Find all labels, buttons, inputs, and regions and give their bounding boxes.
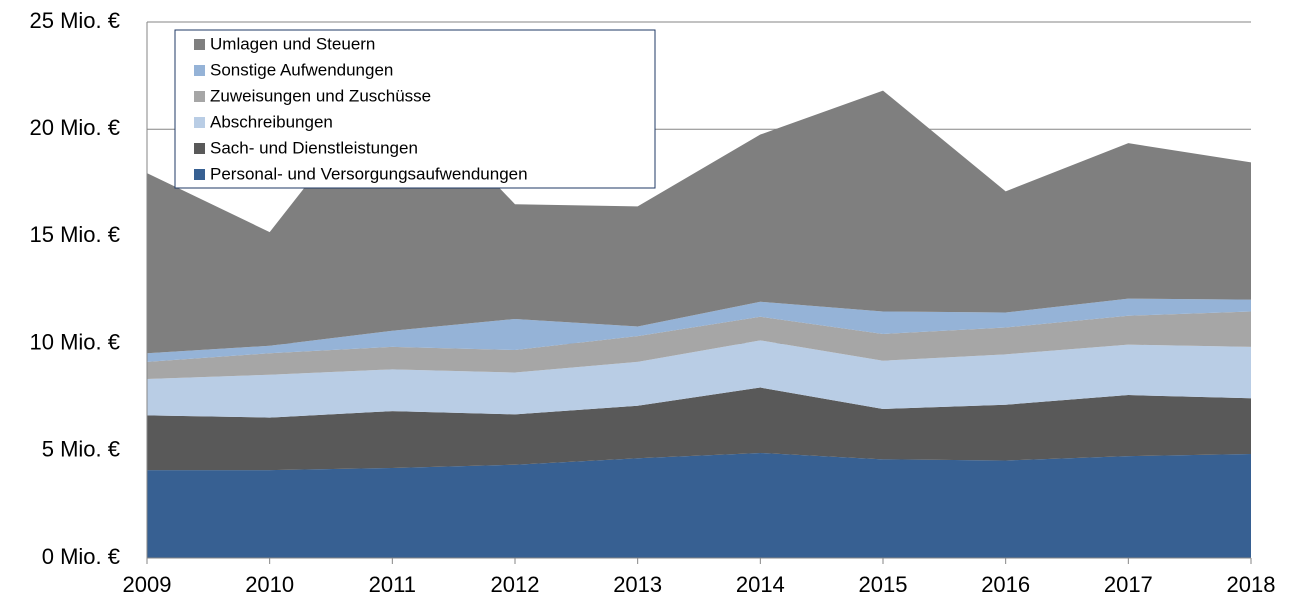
legend: Umlagen und Steuern Sonstige Aufwendungen… — [174, 29, 656, 189]
x-tick-label: 2012 — [491, 572, 540, 597]
legend-label: Abschreibungen — [210, 112, 333, 131]
area — [147, 387, 1251, 471]
legend-label: Sonstige Aufwendungen — [210, 60, 393, 79]
legend-label: Zuweisungen und Zuschüsse — [210, 86, 431, 105]
area — [147, 340, 1251, 418]
legend-label: Personal- und Versorgungsaufwendungen — [210, 164, 528, 183]
y-tick-label: 5 Mio. € — [42, 437, 120, 462]
legend-label: Umlagen und Steuern — [210, 34, 375, 53]
area — [147, 298, 1251, 362]
y-tick-label: 15 Mio. € — [30, 222, 121, 247]
x-tick-label: 2015 — [859, 572, 908, 597]
legend-box — [174, 29, 656, 189]
y-tick-label: 0 Mio. € — [42, 544, 120, 569]
legend-swatch — [194, 117, 205, 128]
legend-swatch — [194, 91, 205, 102]
x-tick-label: 2017 — [1104, 572, 1153, 597]
x-tick-label: 2011 — [369, 572, 416, 597]
legend-swatch — [194, 169, 205, 180]
x-tick-label: 2010 — [245, 572, 294, 597]
area — [147, 452, 1251, 558]
x-tick-label: 2013 — [613, 572, 662, 597]
y-tick-label: 25 Mio. € — [30, 8, 121, 33]
y-tick-label: 20 Mio. € — [30, 115, 121, 140]
x-tick-label: 2016 — [981, 572, 1030, 597]
legend-swatch — [194, 39, 205, 50]
x-tick-label: 2014 — [736, 572, 785, 597]
legend-swatch — [194, 143, 205, 154]
x-tick-label: 2018 — [1227, 572, 1276, 597]
legend-swatch — [194, 65, 205, 76]
legend-label: Sach- und Dienstleistungen — [210, 138, 418, 157]
x-tick-label: 2009 — [123, 572, 172, 597]
area — [147, 311, 1251, 379]
y-tick-label: 10 Mio. € — [30, 329, 121, 354]
